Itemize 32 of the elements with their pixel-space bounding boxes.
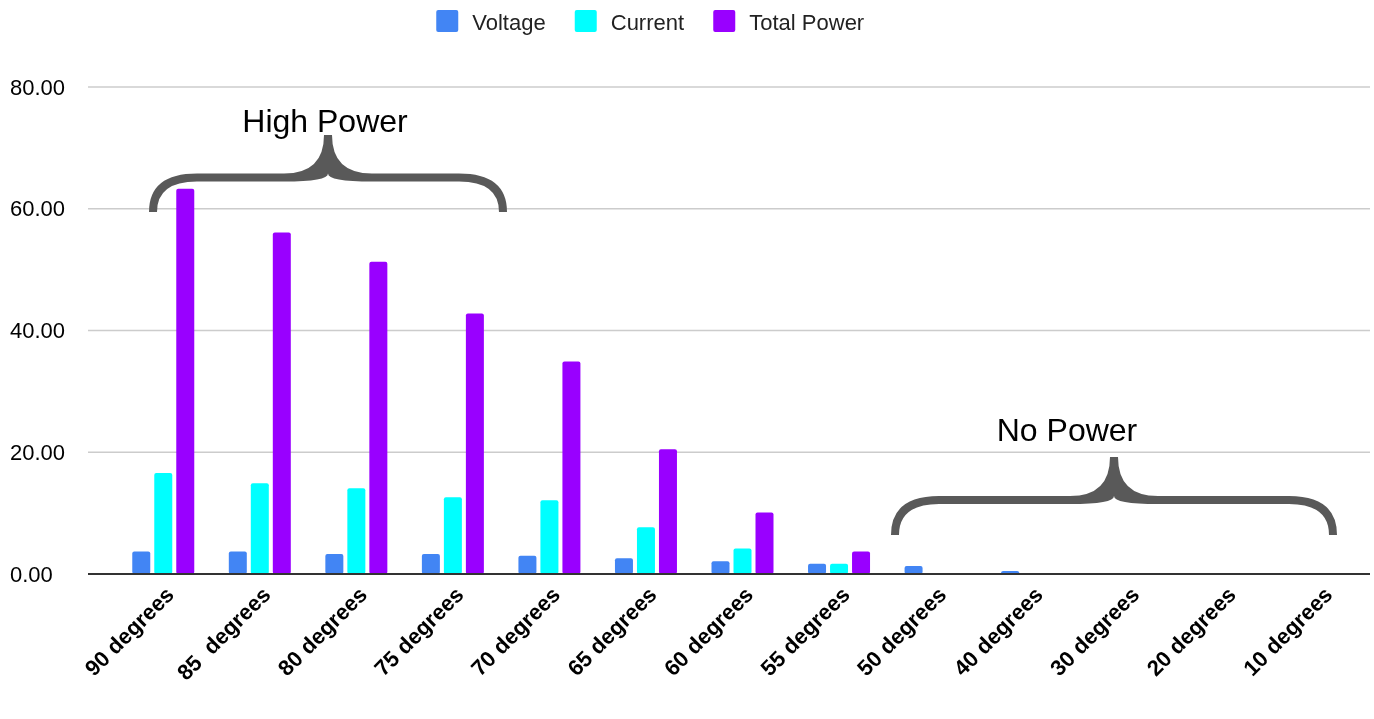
bar [518, 555, 537, 574]
y-tick-label: 20.00 [10, 439, 66, 465]
y-tick-label: 40.00 [10, 318, 66, 344]
bar [347, 488, 366, 574]
y-tick-label: 0.00 [10, 561, 53, 587]
y-tick-label: 60.00 [10, 196, 66, 222]
bar [658, 449, 677, 574]
bar [540, 500, 559, 574]
bar [711, 561, 730, 574]
annotation: High Power [242, 103, 409, 140]
bar [369, 261, 388, 574]
bar [562, 361, 581, 574]
bar [421, 553, 440, 574]
bar [176, 188, 195, 574]
bar [325, 553, 344, 574]
bar [154, 472, 173, 574]
bar [272, 232, 291, 574]
legend-label: Voltage [472, 9, 546, 35]
legend-label: Total Power [749, 9, 865, 35]
bar [443, 497, 462, 574]
bar [228, 551, 247, 574]
y-tick-label: 80.00 [10, 74, 66, 100]
bar [852, 551, 871, 574]
legend-label: Current [610, 9, 685, 35]
bar [733, 548, 752, 574]
bar [250, 483, 269, 574]
bar [614, 558, 633, 574]
annotation: No Power [996, 412, 1138, 449]
bar [636, 527, 655, 574]
bar [755, 512, 774, 574]
bar [132, 551, 151, 574]
bar [465, 313, 484, 574]
